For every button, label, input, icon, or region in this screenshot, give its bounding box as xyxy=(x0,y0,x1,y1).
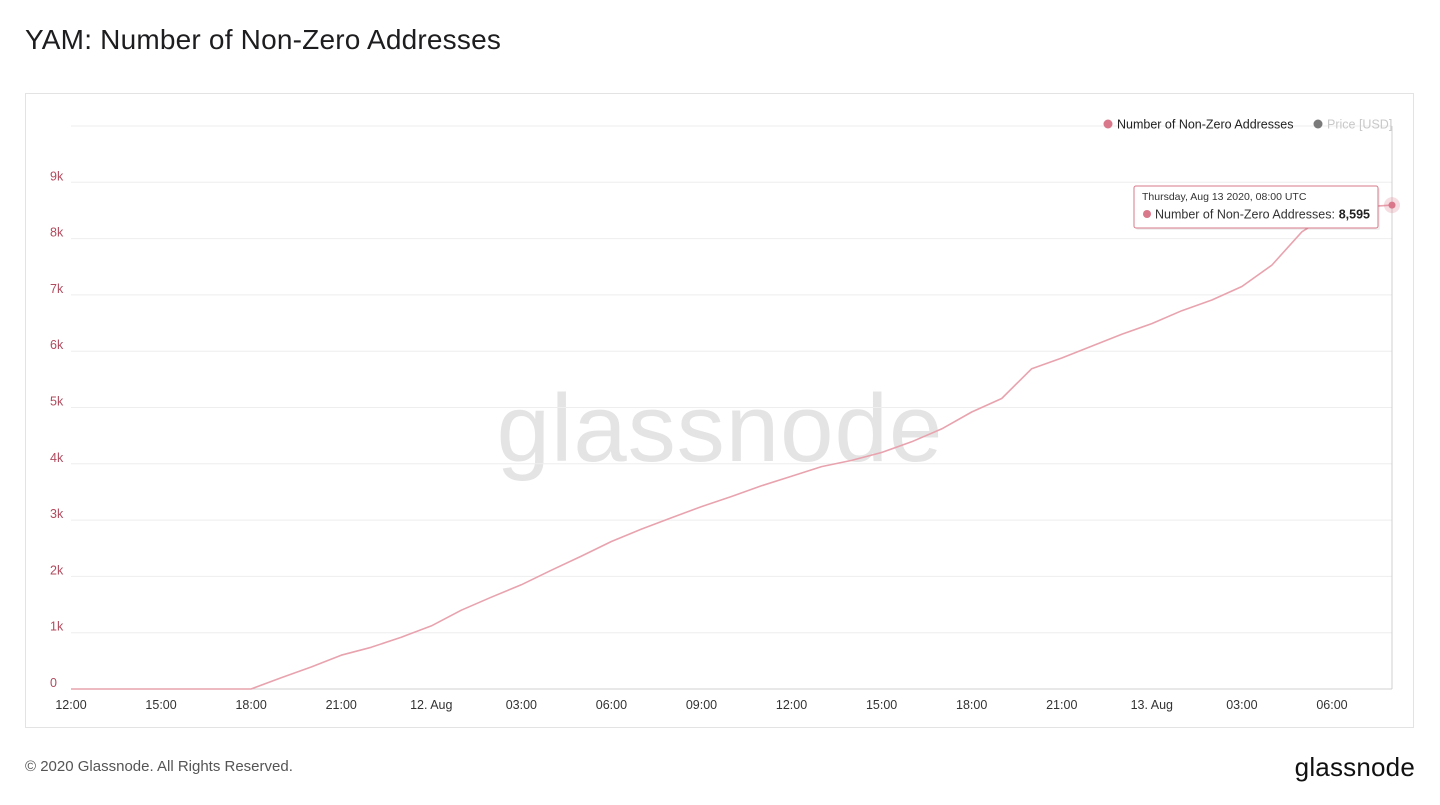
x-tick-label: 18:00 xyxy=(956,698,987,712)
tooltip-dot xyxy=(1143,210,1151,218)
x-axis: 12:00 15:00 18:00 21:00 12. Aug 03:00 06:00 09:… xyxy=(55,126,1393,712)
legend-label-price: Price [USD] xyxy=(1327,118,1392,132)
hover-point xyxy=(1388,201,1396,209)
tooltip-box xyxy=(1133,185,1379,229)
tooltip-value: 8,595 xyxy=(1339,208,1370,222)
y-tick-label: 2k xyxy=(50,563,64,577)
x-tick-label: 12:00 xyxy=(776,698,807,712)
chart-series xyxy=(71,204,1393,690)
y-tick-label: 4k xyxy=(50,451,64,465)
x-tick-label: 13. Aug xyxy=(1131,698,1173,712)
tooltip-series-label: Number of Non-Zero Addresses: xyxy=(1155,208,1335,222)
glassnode-logo[interactable]: glassnode xyxy=(1294,752,1415,782)
legend-label-addresses: Number of Non-Zero Addresses xyxy=(1117,118,1293,132)
y-tick-label: 1k xyxy=(50,620,64,634)
y-tick-label: 9k xyxy=(50,169,64,183)
y-tick-label: 7k xyxy=(50,282,64,296)
legend-dot-price xyxy=(1313,119,1323,129)
x-tick-label: 12:00 xyxy=(55,698,86,712)
x-tick-label: 21:00 xyxy=(326,698,357,712)
chart-grid xyxy=(71,125,1392,690)
page-title: YAM: Number of Non-Zero Addresses xyxy=(25,24,502,55)
y-tick-label: 6k xyxy=(50,338,64,352)
chart-svg[interactable]: glassnode 0 1k 2k 3k 4k 5k 6k 7k 8k 9k 12:00 15:00… xyxy=(26,94,1413,727)
y-tick-label: 3k xyxy=(50,507,64,521)
x-tick-label: 18:00 xyxy=(235,698,266,712)
chart-frame: glassnode 0 1k 2k 3k 4k 5k 6k 7k 8k 9k 12:00 15:00… xyxy=(25,93,1414,728)
y-tick-label: 5k xyxy=(50,395,64,409)
x-tick-label: 09:00 xyxy=(686,698,717,712)
chart-tooltip: Thursday, Aug 13 2020, 08:00 UTC Number o… xyxy=(1133,185,1400,230)
x-tick-label: 21:00 xyxy=(1046,698,1077,712)
x-tick-label: 15:00 xyxy=(866,698,897,712)
y-tick-label: 8k xyxy=(50,226,64,240)
y-tick-label: 0 xyxy=(50,676,57,690)
copyright-text: © 2020 Glassnode. All Rights Reserved. xyxy=(25,758,293,775)
x-tick-label: 03:00 xyxy=(506,698,537,712)
legend-dot-addresses xyxy=(1103,119,1113,129)
y-axis: 0 1k 2k 3k 4k 5k 6k 7k 8k 9k xyxy=(50,169,64,690)
series-line xyxy=(71,204,1393,690)
chart-watermark: glassnode xyxy=(497,375,944,482)
x-tick-label: 03:00 xyxy=(1226,698,1257,712)
tooltip-date: Thursday, Aug 13 2020, 08:00 UTC xyxy=(1142,191,1307,203)
x-tick-label: 12. Aug xyxy=(410,698,452,712)
x-tick-label: 06:00 xyxy=(596,698,627,712)
x-tick-label: 15:00 xyxy=(145,698,176,712)
chart-legend[interactable]: Number of Non-Zero Addresses Price [USD] xyxy=(1103,118,1393,132)
x-tick-label: 06:00 xyxy=(1316,698,1347,712)
